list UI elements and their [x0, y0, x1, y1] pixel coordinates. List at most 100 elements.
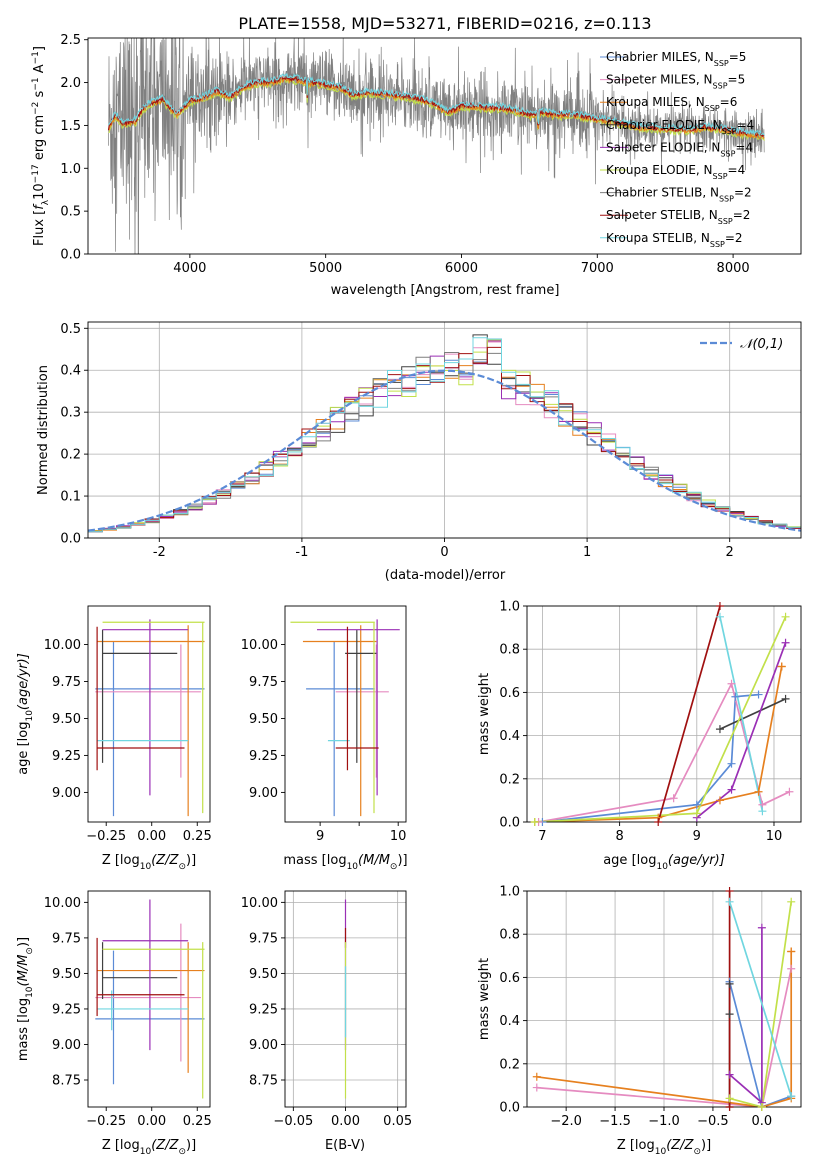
legend-n: N [704, 73, 713, 87]
weight-marker [725, 897, 734, 906]
x-tick-label: 2 [726, 545, 734, 560]
axes: −0.25 0.00 0.25 9.00 9.25 9.50 9.75 10.00 Z [log… [16, 605, 212, 872]
legend-entry: Chabrier MILES, NSSP=5 [606, 50, 746, 68]
weight-marker [725, 979, 734, 988]
x-tick-label: −2.0 [550, 1114, 582, 1129]
label-part: age [log [16, 722, 31, 775]
x-tick-label: 0.05 [383, 1114, 412, 1129]
y-tick-label: 0.2 [499, 1057, 520, 1072]
legend-value: =5 [729, 50, 747, 64]
legend-n: N [711, 140, 720, 154]
mass-vs-z-panel: −0.25 0.00 0.25 8.75 9.00 9.25 9.50 9.75 10.00 Z … [16, 890, 212, 1157]
weight-marker [785, 787, 794, 796]
legend-entry: Kroupa MILES, NSSP=6 [606, 95, 737, 113]
legend-model: Kroupa STELIB, [606, 231, 701, 245]
label-part: )] [186, 853, 196, 868]
y-tick-label: 9.00 [52, 786, 81, 801]
weight-line [536, 951, 793, 1107]
y-tick-label: 9.00 [249, 786, 278, 801]
y-tick-label: 10.00 [241, 896, 278, 911]
weight-marker [754, 787, 763, 796]
axes-frame [526, 605, 802, 823]
label-part: Z [log [102, 853, 140, 868]
legend-entry: Salpeter ELODIE, NSSP=4 [606, 140, 753, 158]
y-tick-label: 9.75 [249, 675, 278, 690]
y-tick-label: 9.25 [52, 1002, 81, 1017]
weight-line [534, 616, 787, 822]
y-tick-label: 0.0 [499, 816, 520, 831]
legend-sub: SSP [719, 194, 734, 203]
mass-vs-ebv-panel: −0.05 0.00 0.05 8.75 9.00 9.25 9.50 9.75 10.00 E(… [241, 890, 412, 1153]
weight-marker [532, 1083, 541, 1092]
x-axis-label: Z [log10(Z/Z⊙)] [102, 853, 196, 872]
plot-area [95, 899, 205, 1099]
legend-n: N [713, 118, 722, 132]
label-part: (Z/Z [666, 1138, 694, 1153]
label-part: 10 [655, 1147, 667, 1157]
y-tick-label: 2.0 [60, 76, 81, 91]
legend-sub: SSP [718, 217, 733, 226]
weight-line [657, 606, 721, 822]
x-tick-label: 9 [693, 829, 701, 844]
x-tick-label: 8 [615, 829, 623, 844]
legend-model: Salpeter STELIB, [606, 208, 709, 222]
y-axis-label: mass weight [477, 958, 492, 1040]
y-tick-label: 9.25 [249, 1002, 278, 1017]
legend-value: =2 [725, 231, 743, 245]
y-tick-label: 0.0 [60, 532, 81, 547]
legend-entry: Chabrier ELODIE, NSSP=4 [606, 118, 754, 136]
legend-value: =4 [737, 118, 755, 132]
x-axis-label: wavelength [Angstrom, rest frame] [331, 283, 560, 298]
plot-area [107, 38, 765, 254]
label-part: Flux [ [32, 210, 47, 246]
weight-marker [715, 725, 724, 734]
y-tick-label: 0.1 [60, 490, 81, 505]
weight-marker [787, 964, 796, 973]
y-axis-label: Flux [fλ10−17 erg cm−2 s−1 A−1] [31, 46, 51, 246]
weight-marker [715, 612, 724, 621]
legend-value: =4 [728, 163, 746, 177]
x-tick-label: -2 [153, 545, 166, 560]
y-axis-label: mass weight [477, 673, 492, 755]
weight-line [728, 901, 793, 1097]
weight-marker [727, 679, 736, 688]
x-tick-label: 0.00 [331, 1114, 360, 1129]
legend-entry: 𝒩(0,1) [740, 337, 783, 352]
y-tick-label: 0.8 [499, 643, 520, 658]
label-part: )] [186, 1138, 196, 1153]
legend-model: Kroupa MILES, [606, 95, 696, 109]
label-part: ⊙ [178, 1147, 186, 1157]
axes: −0.05 0.00 0.05 8.75 9.00 9.25 9.50 9.75 10.00 E(… [241, 890, 412, 1153]
y-tick-label: 10.00 [44, 638, 81, 653]
weight-marker [781, 638, 790, 647]
y-tick-label: 0.2 [60, 448, 81, 463]
weight-line [719, 698, 786, 730]
y-tick-label: 9.50 [52, 967, 81, 982]
x-tick-label: 0.00 [137, 829, 166, 844]
axes: 𝒩(0,1) -2 -1 0 1 2 0.0 0.1 0.2 0.3 0.4 0.5 (data-mod… [36, 321, 802, 583]
y-tick-label: 0.4 [499, 1014, 520, 1029]
x-tick-label: 0 [440, 545, 448, 560]
label-part: A [32, 64, 47, 77]
y-tick-label: 0.6 [499, 686, 520, 701]
y-tick-label: 0.8 [499, 928, 520, 943]
legend-sub: SSP [714, 59, 729, 68]
chart-title: PLATE=1558, MJD=53271, FIBERID=0216, z=0… [238, 14, 651, 33]
legend-model: Salpeter MILES, [606, 73, 704, 87]
label-part: erg cm [32, 115, 47, 164]
y-tick-label: 1.0 [499, 885, 520, 900]
x-tick-label: −0.25 [86, 829, 126, 844]
legend-value: =4 [735, 140, 753, 154]
weight-marker [725, 1010, 734, 1019]
y-tick-label: 0.4 [499, 729, 520, 744]
y-tick-label: 0.4 [60, 364, 81, 379]
weight-marker [757, 1103, 766, 1111]
legend-entry: Kroupa ELODIE, NSSP=4 [606, 163, 745, 181]
legend-sub: SSP [713, 81, 728, 90]
x-tick-label: -1 [295, 545, 308, 560]
y-tick-label: 9.75 [249, 931, 278, 946]
label-part: ⊙ [390, 862, 398, 872]
weight-marker [725, 1103, 734, 1111]
